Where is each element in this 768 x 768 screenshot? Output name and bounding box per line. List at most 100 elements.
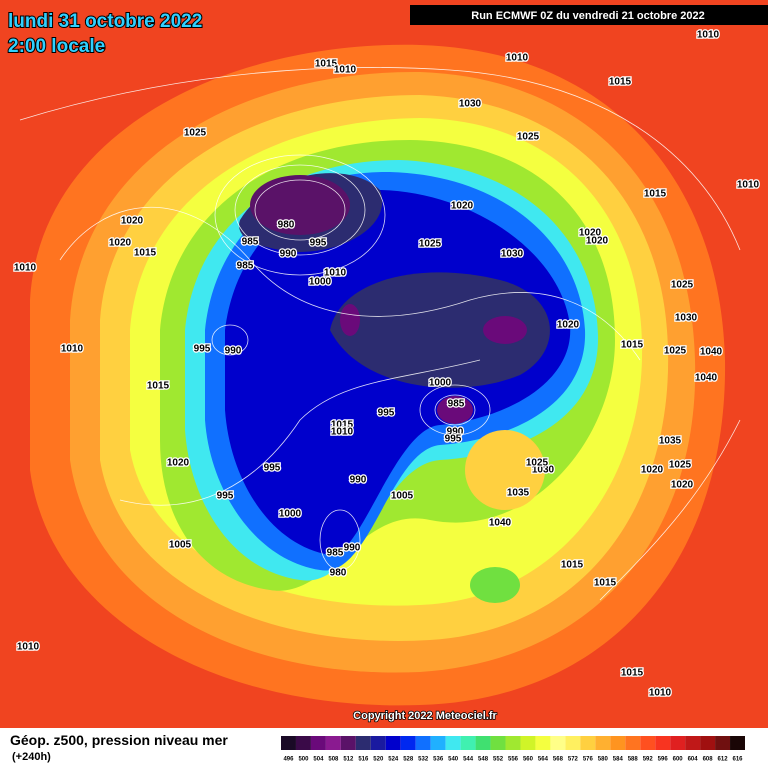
legend-swatch — [580, 736, 596, 750]
isobar-label: 1025 — [669, 460, 692, 471]
legend-swatch — [550, 736, 566, 750]
legend-label: 548 — [478, 757, 489, 763]
isobar-label: 990 — [350, 475, 367, 486]
legend-label: 588 — [628, 757, 639, 763]
isobar-label: 1005 — [169, 540, 192, 551]
isobar-label: 990 — [447, 427, 464, 438]
isobar-label: 1000 — [309, 277, 332, 288]
isobar-label: 985 — [237, 261, 254, 272]
legend-swatch — [385, 736, 401, 750]
legend-label: 576 — [583, 757, 594, 763]
legend-label: 596 — [658, 757, 669, 763]
isobar-label: 985 — [327, 548, 344, 559]
isobar-label: 1010 — [649, 688, 672, 699]
isobar-label: 1040 — [700, 347, 723, 358]
footer-subtitle: (+240h) — [12, 751, 51, 763]
legend-swatch — [730, 736, 745, 750]
legend-swatch — [685, 736, 701, 750]
legend-swatch — [715, 736, 731, 750]
legend-label: 524 — [388, 757, 399, 763]
legend-label: 600 — [673, 757, 684, 763]
isobar-label: 1025 — [671, 280, 694, 291]
legend-swatch — [370, 736, 386, 750]
legend-label: 592 — [643, 757, 654, 763]
legend-label: 504 — [313, 757, 324, 763]
isobar-label: 1015 — [609, 77, 632, 88]
legend-swatch — [700, 736, 716, 750]
legend-label: 508 — [328, 757, 339, 763]
isobar-label: 1020 — [671, 480, 694, 491]
isobar-label: 1020 — [167, 458, 190, 469]
legend-swatch — [310, 736, 326, 750]
legend-swatch — [325, 736, 341, 750]
legend-swatch — [610, 736, 626, 750]
copyright: Copyright 2022 Meteociel.fr — [353, 710, 497, 722]
isobar-label: 1010 — [506, 53, 529, 64]
isobar-label: 1010 — [331, 427, 354, 438]
isobar-label: 1010 — [14, 263, 37, 274]
isobar-label: 1020 — [109, 238, 132, 249]
legend-label: 536 — [433, 757, 444, 763]
legend-label: 520 — [373, 757, 384, 763]
legend-label: 612 — [718, 757, 729, 763]
legend-swatch — [295, 736, 311, 750]
legend-label: 496 — [283, 757, 294, 763]
isobar-label: 1000 — [279, 509, 302, 520]
isobar-label: 980 — [330, 568, 347, 579]
legend-swatch — [415, 736, 431, 750]
isobar-label: 1015 — [594, 578, 617, 589]
isobar-label: 1040 — [695, 373, 718, 384]
legend-label: 572 — [568, 757, 579, 763]
isobar-label: 995 — [310, 238, 327, 249]
legend-swatch — [445, 736, 461, 750]
legend-label: 528 — [403, 757, 414, 763]
isobar-label: 1010 — [334, 65, 357, 76]
isobar-label: 1010 — [737, 180, 760, 191]
isobar-label: 1030 — [532, 465, 555, 476]
isobar-label: 1025 — [664, 346, 687, 357]
isobar-label: 1030 — [675, 313, 698, 324]
isobar-label: 1015 — [134, 248, 157, 259]
isobar-label: 1015 — [315, 59, 338, 70]
isobar-label: 1025 — [419, 239, 442, 250]
legend-label: 512 — [343, 757, 354, 763]
legend-swatch — [640, 736, 656, 750]
isobar-label: 1040 — [489, 518, 512, 529]
legend-label: 540 — [448, 757, 459, 763]
isobar-label: 980 — [278, 220, 295, 231]
isobar-label: 1010 — [17, 642, 40, 653]
geopotential-field — [30, 44, 726, 706]
isobar-label: 1020 — [121, 216, 144, 227]
isobar-label: 1010 — [324, 268, 347, 279]
legend-label: 568 — [553, 757, 564, 763]
isobar-label: 1025 — [517, 132, 540, 143]
legend-swatch — [340, 736, 356, 750]
run-banner — [410, 5, 768, 25]
legend-label: 564 — [538, 757, 549, 763]
legend-label: 560 — [523, 757, 534, 763]
color-legend: 496 500 504 508 512 516 520 524 528 532 536 540 544 5… — [281, 736, 745, 763]
legend-label: 516 — [358, 757, 369, 763]
isobar-label: 1030 — [501, 249, 524, 260]
legend-label: 580 — [598, 757, 609, 763]
isobar-label: 1015 — [621, 340, 644, 351]
legend-swatch — [535, 736, 551, 750]
legend-swatch — [430, 736, 446, 750]
isobar-label: 1010 — [61, 344, 84, 355]
legend-swatch — [565, 736, 581, 750]
isobar-label: 1020 — [586, 236, 609, 247]
isobar-label: 995 — [264, 463, 281, 474]
isobar-label: 985 — [242, 237, 259, 248]
isobar-label: 1005 — [391, 491, 414, 502]
isobar-label: 995 — [194, 344, 211, 355]
isobar-label: 990 — [280, 249, 297, 260]
isobar-label: 1030 — [459, 99, 482, 110]
legend-swatch — [655, 736, 671, 750]
forecast-date: lundi 31 octobre 2022 — [8, 11, 202, 32]
legend-swatch — [625, 736, 641, 750]
isobar-label: 1015 — [147, 381, 170, 392]
footer-title: Géop. z500, pression niveau mer — [10, 732, 228, 748]
